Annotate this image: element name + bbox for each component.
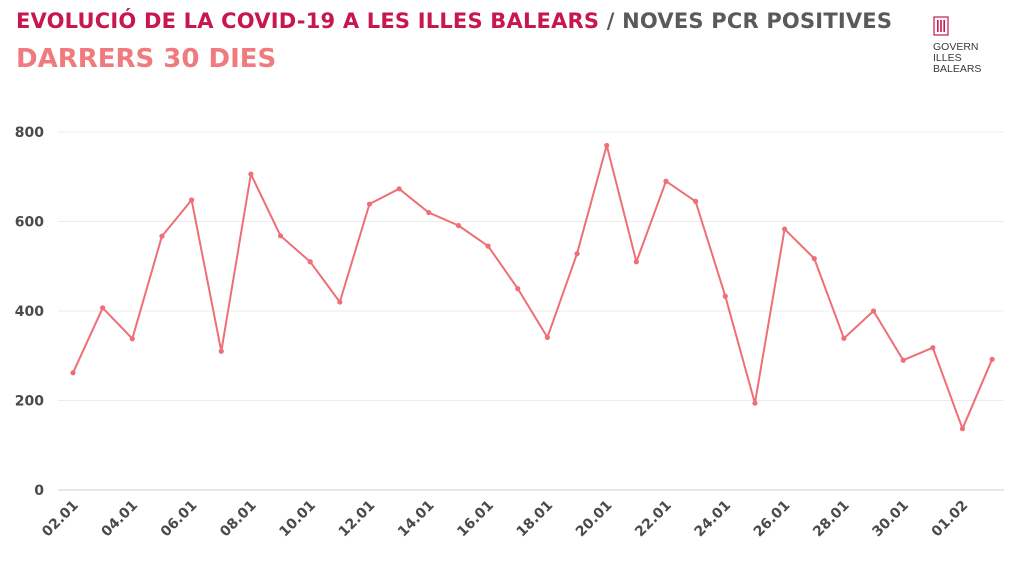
chart-series <box>70 142 995 432</box>
chart-title-sub: NOVES PCR POSITIVES <box>622 9 893 33</box>
chart-grid <box>58 131 1004 491</box>
x-tick-label: 16.01 <box>454 498 497 541</box>
data-point <box>959 426 966 432</box>
y-axis-ticks: 0 200 400 600 800 <box>15 125 44 499</box>
data-point <box>989 356 995 362</box>
data-point <box>782 226 788 232</box>
data-point <box>129 336 135 342</box>
chart-subtitle: DARRERS 30 DIES <box>16 44 277 74</box>
data-point <box>248 171 254 177</box>
x-tick-label: 18.01 <box>514 498 557 541</box>
data-point <box>455 222 462 229</box>
data-point <box>900 357 906 363</box>
data-point <box>277 233 284 239</box>
y-tick-label: 0 <box>34 483 44 499</box>
x-tick-label: 10.01 <box>276 498 319 541</box>
y-tick-label: 400 <box>15 304 44 320</box>
data-point <box>663 178 669 184</box>
logo-text: GOVERN ILLES BALEARS <box>933 42 1013 75</box>
x-tick-label: 24.01 <box>691 498 734 541</box>
data-point <box>366 201 373 207</box>
data-point <box>70 370 76 376</box>
data-point <box>693 198 699 204</box>
data-point <box>218 348 224 354</box>
data-point <box>544 334 551 341</box>
x-tick-label: 20.01 <box>573 498 616 541</box>
chart-title-separator: / <box>606 9 615 33</box>
logo-line-3: BALEARS <box>933 63 982 75</box>
chart-title: EVOLUCIÓ DE LA COVID-19 A LES ILLES BALE… <box>16 9 892 33</box>
data-point <box>337 299 343 305</box>
data-point <box>100 305 106 311</box>
series-line <box>72 144 994 430</box>
x-tick-label: 01.02 <box>929 498 972 541</box>
y-tick-label: 600 <box>15 215 44 231</box>
data-point <box>159 233 165 239</box>
data-point <box>870 308 877 314</box>
government-crest-icon <box>933 16 949 36</box>
data-point <box>426 209 432 216</box>
data-point <box>811 256 817 262</box>
data-point <box>515 286 521 292</box>
x-tick-label: 12.01 <box>336 498 379 541</box>
y-tick-label: 800 <box>15 125 44 141</box>
data-point <box>485 243 491 249</box>
y-tick-label: 200 <box>15 394 44 410</box>
x-tick-label: 26.01 <box>751 498 794 541</box>
logo-line-1: GOVERN <box>933 41 979 53</box>
data-point <box>930 345 936 351</box>
x-tick-label: 04.01 <box>98 498 141 541</box>
data-point <box>307 259 313 265</box>
x-tick-label: 14.01 <box>395 498 438 541</box>
data-point <box>396 186 402 192</box>
x-tick-label: 02.01 <box>39 498 82 541</box>
x-tick-label: 30.01 <box>869 498 912 541</box>
x-tick-label: 08.01 <box>217 498 260 541</box>
data-point <box>633 259 639 265</box>
data-point <box>722 293 728 299</box>
data-point <box>841 335 847 341</box>
x-tick-label: 28.01 <box>810 498 853 541</box>
data-point <box>604 142 610 149</box>
logo-line-2: ILLES <box>933 52 962 64</box>
govern-logo: GOVERN ILLES BALEARS <box>933 16 1013 75</box>
data-point <box>189 197 195 203</box>
x-axis-ticks: 02.01 04.01 06.01 08.01 10.01 12.01 14.01 16.01… <box>39 498 971 541</box>
x-tick-label: 22.01 <box>632 498 675 541</box>
data-point <box>752 400 758 406</box>
data-point <box>574 251 580 257</box>
chart-title-main: EVOLUCIÓ DE LA COVID-19 A LES ILLES BALE… <box>16 9 600 33</box>
x-tick-label: 06.01 <box>158 498 201 541</box>
